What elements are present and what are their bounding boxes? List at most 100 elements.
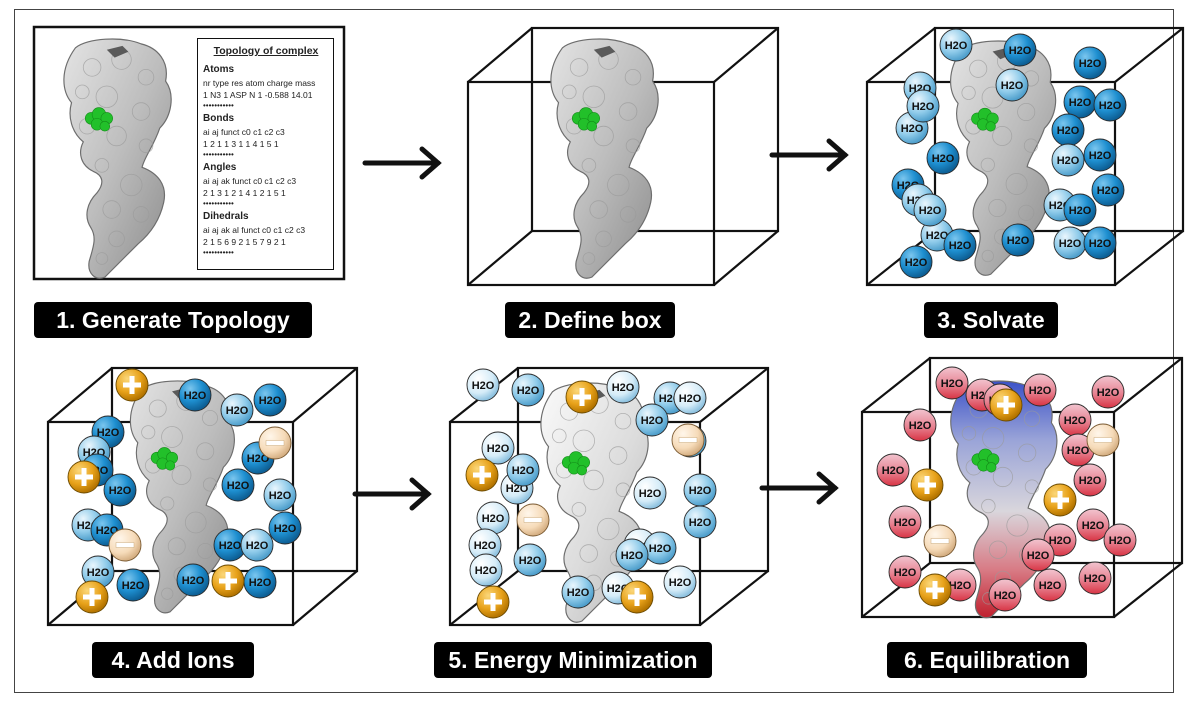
topology-section: Atoms nr type res atom charge mass 1 N3 1 … <box>203 64 329 110</box>
water-label: H2O <box>994 590 1017 602</box>
water-label: H2O <box>1057 155 1080 167</box>
water-label: H2O <box>1097 185 1120 197</box>
water-molecule: H2O <box>268 511 302 545</box>
anion-ion <box>923 524 957 558</box>
water-label: H2O <box>1097 387 1120 399</box>
water-molecule: H2O <box>511 373 545 407</box>
water-molecule: H2O <box>988 578 1022 612</box>
topology-section-heading: Atoms <box>203 64 235 75</box>
cation-ion <box>465 458 499 492</box>
water-molecule: H2O <box>1003 33 1037 67</box>
water-molecule: H2O <box>943 568 977 602</box>
water-label: H2O <box>269 490 292 502</box>
water-molecule: H2O <box>1083 226 1117 260</box>
water-molecule: H2O <box>561 575 595 609</box>
water-label: H2O <box>475 565 498 577</box>
water-molecule: H2O <box>1001 223 1035 257</box>
minus-icon <box>678 437 698 443</box>
water-molecule: H2O <box>213 528 247 562</box>
anion-ion <box>258 426 292 460</box>
minus-icon <box>930 538 950 544</box>
water-label: H2O <box>905 257 928 269</box>
water-label: H2O <box>1059 238 1082 250</box>
water-molecule: H2O <box>1051 113 1085 147</box>
water-label: H2O <box>689 485 712 497</box>
water-label: H2O <box>621 550 644 562</box>
water-molecule: H2O <box>1091 173 1125 207</box>
water-molecule: H2O <box>466 368 500 402</box>
arrow-2-to-3 <box>769 138 849 172</box>
water-label: H2O <box>1084 573 1107 585</box>
water-molecule: H2O <box>683 505 717 539</box>
topology-line: ai aj ak funct c0 c1 c2 c3 <box>203 176 297 186</box>
water-label: H2O <box>612 382 635 394</box>
water-molecule: H2O <box>176 563 210 597</box>
water-molecule: H2O <box>468 528 502 562</box>
water-label: H2O <box>259 395 282 407</box>
cation-ion <box>1043 483 1077 517</box>
water-label: H2O <box>901 123 924 135</box>
water-molecule: H2O <box>633 476 667 510</box>
water-label: H2O <box>512 465 535 477</box>
water-molecule: H2O <box>1076 508 1110 542</box>
topology-separator: ••••••••••• <box>203 199 234 208</box>
water-label: H2O <box>949 580 972 592</box>
water-molecule: H2O <box>476 501 510 535</box>
water-molecule: H2O <box>513 543 547 577</box>
topology-line: ai aj funct c0 c1 c2 c3 <box>203 127 285 137</box>
water-label: H2O <box>882 465 905 477</box>
water-molecule: H2O <box>1091 375 1125 409</box>
topology-section-heading: Angles <box>203 162 237 173</box>
topology-section: Angles ai aj ak funct c0 c1 c2 c3 2 1 3 1 … <box>203 162 329 208</box>
water-molecule: H2O <box>253 383 287 417</box>
water-label: H2O <box>1009 45 1032 57</box>
water-molecule: H2O <box>615 538 649 572</box>
step-label-generate-topology: 1. Generate Topology <box>34 302 312 338</box>
water-label: H2O <box>1067 445 1090 457</box>
anion-ion <box>108 528 142 562</box>
water-molecule: H2O <box>178 378 212 412</box>
cation-ion <box>989 388 1023 422</box>
water-label: H2O <box>249 577 272 589</box>
water-molecule: H2O <box>876 453 910 487</box>
step-label-define-box: 2. Define box <box>505 302 675 338</box>
water-label: H2O <box>182 575 205 587</box>
water-label: H2O <box>1027 550 1050 562</box>
ligand <box>150 447 178 471</box>
water-molecule: H2O <box>1073 463 1107 497</box>
water-molecule: H2O <box>240 528 274 562</box>
water-molecule: H2O <box>1063 193 1097 227</box>
water-label: H2O <box>474 540 497 552</box>
water-label: H2O <box>122 580 145 592</box>
water-molecule: H2O <box>263 478 297 512</box>
water-label: H2O <box>941 378 964 390</box>
water-molecule: H2O <box>683 473 717 507</box>
water-label: H2O <box>919 205 942 217</box>
water-molecule: H2O <box>903 408 937 442</box>
water-molecule: H2O <box>481 431 515 465</box>
water-label: H2O <box>1109 535 1132 547</box>
water-label: H2O <box>1007 235 1030 247</box>
water-label: H2O <box>226 405 249 417</box>
water-label: H2O <box>1069 205 1092 217</box>
water-label: H2O <box>649 543 672 555</box>
water-label: H2O <box>274 523 297 535</box>
cation-ion <box>67 460 101 494</box>
water-label: H2O <box>97 427 120 439</box>
water-molecule: H2O <box>1061 433 1095 467</box>
water-molecule: H2O <box>469 553 503 587</box>
water-molecule: H2O <box>673 381 707 415</box>
water-molecule: H2O <box>243 565 277 599</box>
water-molecule: H2O <box>1103 523 1137 557</box>
water-label: H2O <box>567 587 590 599</box>
step-label-equilibration: 6. Equilibration <box>887 642 1087 678</box>
water-label: H2O <box>1099 100 1122 112</box>
water-molecule: H2O <box>1083 138 1117 172</box>
water-molecule: H2O <box>926 141 960 175</box>
anion-ion <box>516 503 550 537</box>
water-label: H2O <box>926 230 949 242</box>
topology-separator: ••••••••••• <box>203 150 234 159</box>
water-label: H2O <box>472 380 495 392</box>
topology-section-heading: Dihedrals <box>203 211 249 222</box>
water-molecule: H2O <box>888 505 922 539</box>
